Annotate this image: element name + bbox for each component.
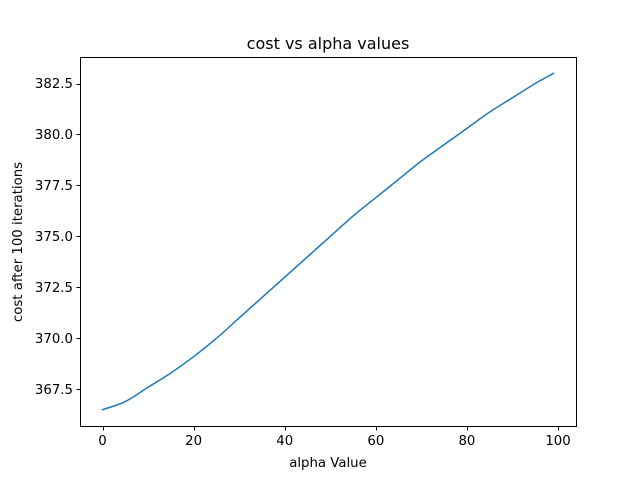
x-tick-label: 40 <box>276 434 293 449</box>
x-tick-label: 20 <box>185 434 202 449</box>
y-tick-label: 370.0 <box>35 332 73 347</box>
x-tick-label: 80 <box>458 434 475 449</box>
y-tick-label: 375.0 <box>35 230 73 245</box>
y-axis-label: cost after 100 iterations <box>11 162 26 322</box>
x-tick-label: 100 <box>545 434 570 449</box>
series-line-0 <box>101 72 555 411</box>
y-tick-label: 382.5 <box>35 77 73 92</box>
x-tick-label: 60 <box>367 434 384 449</box>
y-tick-label: 367.5 <box>35 383 73 398</box>
y-tick-label: 377.5 <box>35 179 73 194</box>
y-tick-label: 372.5 <box>35 281 73 296</box>
chart-title: cost vs alpha values <box>247 34 410 53</box>
x-axis-label: alpha Value <box>289 456 367 471</box>
y-tick-label: 380.0 <box>35 128 73 143</box>
x-tick-label: 0 <box>98 434 106 449</box>
axes-frame <box>80 57 577 427</box>
